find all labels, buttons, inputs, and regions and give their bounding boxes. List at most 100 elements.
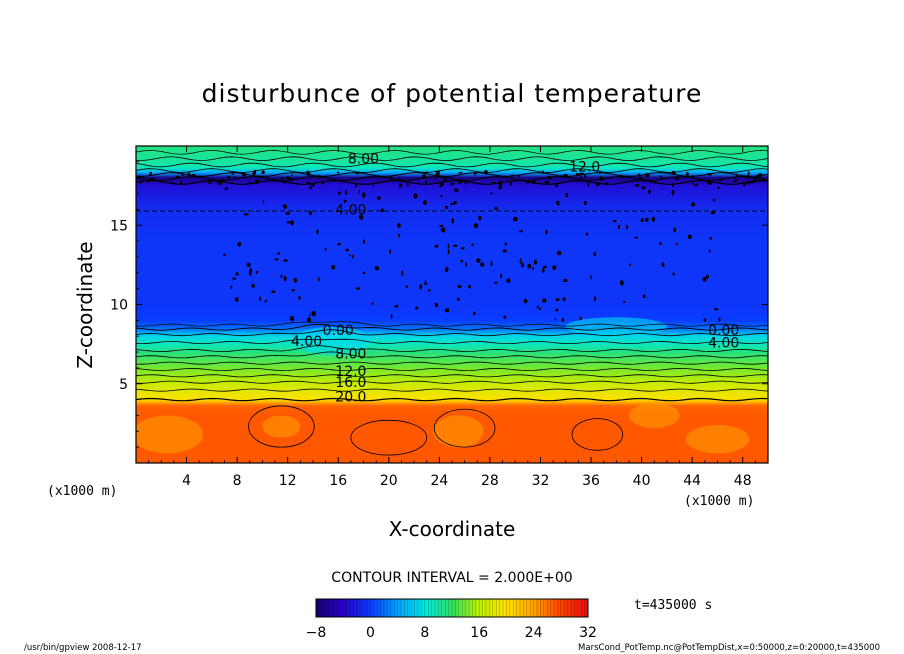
speckle [595,182,600,187]
speckle [584,173,586,179]
speckle [191,173,196,177]
colorbar-cell [438,599,443,617]
contour-label: 20.0 [335,389,366,405]
speckle [317,175,321,179]
speckle [554,184,558,188]
speckle [137,175,142,180]
speckle [440,227,446,233]
contour-line [136,351,768,359]
speckle [493,207,499,210]
speckle [746,182,750,185]
speckle [547,175,552,180]
speckle [280,274,283,278]
speckle [749,180,752,183]
speckle [746,174,750,179]
speckle [306,317,312,323]
speckle [709,173,712,177]
speckle [593,252,596,257]
speckle [363,239,366,244]
contour-speckles [137,169,765,323]
speckle [147,179,150,183]
speckle [398,233,400,238]
x-tick-label: 24 [430,473,448,489]
speckle [175,175,180,179]
speckle [232,277,236,280]
speckle [465,262,468,267]
contour-line [136,176,768,181]
speckle [337,243,341,246]
speckle [454,188,459,192]
speckle [355,171,360,175]
speckle [691,202,696,207]
x-tick-label: 32 [532,473,550,489]
speckle [742,182,746,187]
speckle [758,173,763,177]
speckle [209,182,213,184]
speckle [523,298,528,304]
contour-line [136,156,768,162]
contour-line [136,172,768,177]
speckle [207,181,210,184]
speckle [519,258,522,264]
speckle [306,181,311,185]
speckle [709,236,712,240]
speckle [450,202,454,206]
speckle [506,278,511,283]
speckle [513,216,518,222]
speckle [254,179,259,184]
speckle [415,306,419,310]
x-tick-label: 12 [279,473,297,489]
speckle [754,177,758,180]
speckle [372,184,375,187]
speckle [398,183,403,188]
speckle [445,266,449,273]
footer-right: MarsCond_PotTemp.nc@PotTempDist,x=0:5000… [578,643,880,653]
speckle [233,176,236,179]
speckle [251,283,255,288]
colorbar-cell [533,599,538,617]
speckle [579,172,585,175]
speckle [419,284,423,290]
speckle [561,317,564,323]
colorbar-cell [557,599,562,617]
speckle [324,248,328,251]
speckle [447,249,450,255]
contour-labels: 8.00 12.04.000.004.008.0012.016.020.00.00… [291,152,739,406]
colorbar-cell [509,599,514,617]
speckle [484,170,488,175]
colorbar-ticks: −8 0 8 16 24 32 [306,625,597,641]
speckle [424,282,428,285]
speckle [338,191,341,195]
colorbar-cell [547,599,551,617]
speckle [509,182,513,186]
speckle [652,181,657,184]
speckle [298,295,301,300]
speckle [351,254,354,259]
colorbar-frame [315,598,589,618]
speckle [450,182,455,185]
cold-bulge [565,317,667,337]
contour-line [136,179,768,185]
colorbar-tick-label: −8 [306,625,327,641]
speckle [604,182,609,184]
warm-patch [136,415,203,454]
speckle [254,175,257,178]
speckle [356,287,360,290]
speckle [556,250,562,256]
colorbar-cell [394,599,398,617]
speckle [316,229,319,235]
colorbar-cell [503,599,507,617]
speckle [675,242,678,246]
colorbar-cell [560,599,565,617]
contour-line [136,361,768,365]
speckle [283,259,288,262]
colorbar-tick-label: 8 [420,625,429,641]
contour-line [136,345,768,353]
speckle [283,275,287,282]
speckle [309,186,313,190]
speckle [423,200,427,205]
colorbar-cell [540,599,545,617]
speckle [248,182,253,185]
colorbar-cell [496,599,500,617]
speckle [290,177,293,182]
